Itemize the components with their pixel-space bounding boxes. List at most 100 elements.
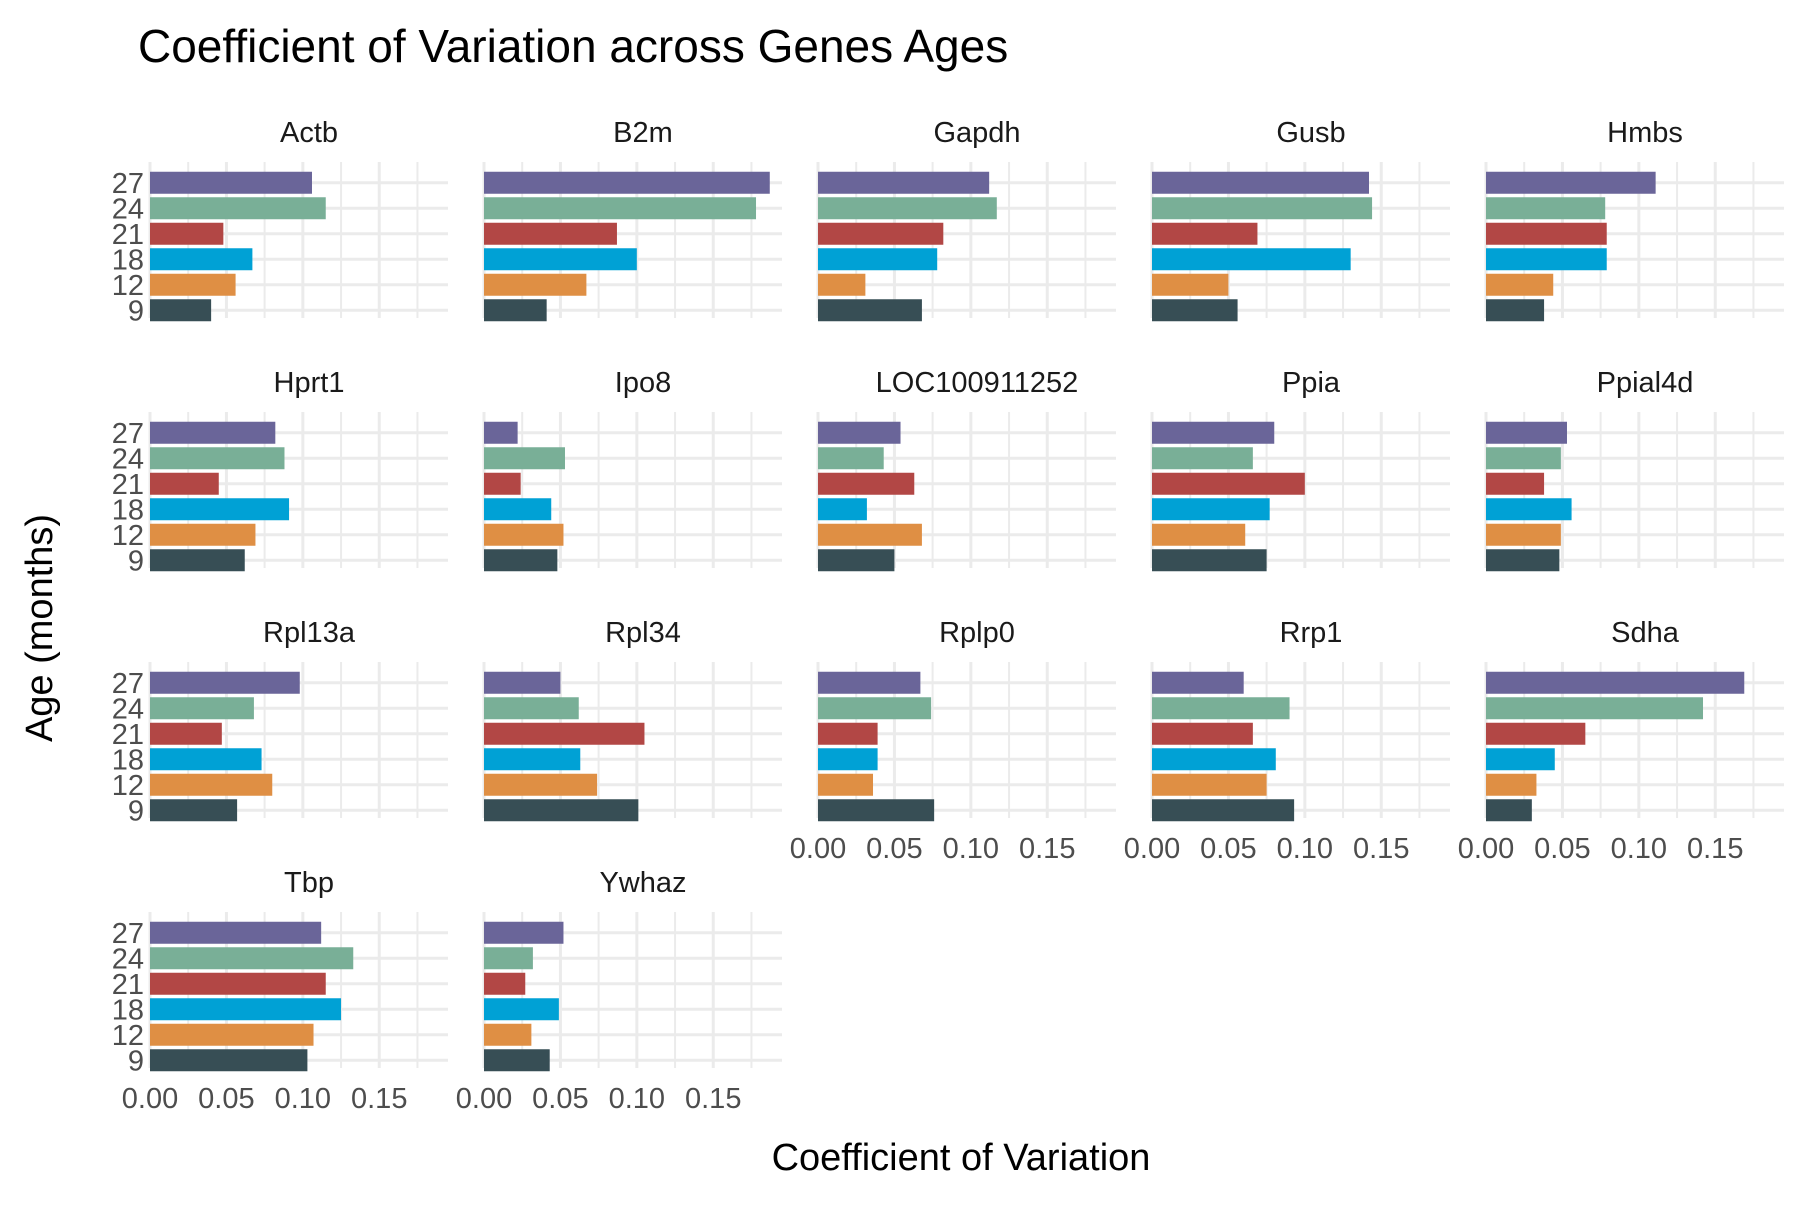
facet-panel: B2m [482,117,782,322]
y-tick-label: 24 [112,443,144,475]
x-tick-label: 0.05 [1200,833,1256,865]
bar-age-27 [150,421,276,444]
bar-age-21 [1486,722,1586,745]
y-tick-label: 24 [112,943,144,975]
bar-age-21 [484,472,521,495]
bar-age-12 [818,273,866,296]
facet-label: Ppia [1282,367,1341,399]
x-tick-label: 0.10 [275,1083,331,1115]
y-tick-label: 9 [128,795,144,827]
bar-age-27 [1152,171,1370,194]
bar-age-9 [1152,799,1295,822]
facet-panel: Rpl34 [482,617,782,822]
bar-age-18 [150,998,342,1021]
x-tick-label: 0.15 [685,1083,741,1115]
facet-label: Ywhaz [599,867,686,899]
bar-age-27 [484,171,770,194]
bar-age-24 [1152,697,1290,720]
bar-age-21 [1152,722,1253,745]
bar-age-18 [1152,748,1276,771]
x-tick-label: 0.00 [790,833,846,865]
bar-age-12 [818,523,922,546]
bar-age-18 [818,498,867,521]
x-tick-label: 0.05 [1534,833,1590,865]
bar-age-18 [150,748,262,771]
y-tick-label: 24 [112,193,144,225]
bar-age-27 [1152,421,1275,444]
bar-age-9 [484,299,547,322]
x-axis-title: Coefficient of Variation [772,1137,1151,1179]
bar-age-12 [484,1023,532,1046]
bar-age-24 [1486,697,1704,720]
y-tick-label: 18 [112,244,144,276]
bar-age-27 [150,921,322,944]
facet-panel: Rplp0 0.00 0.05 0.10 0.15 [790,617,1116,865]
bar-age-12 [1152,273,1229,296]
bar-age-27 [1486,171,1656,194]
bar-age-9 [150,1049,308,1072]
bar-age-27 [1486,671,1745,694]
y-tick-label: 18 [112,744,144,776]
bar-age-9 [1486,549,1560,572]
facet-panel: Hmbs [1484,117,1784,322]
bar-age-21 [1486,472,1545,495]
bar-age-18 [1152,498,1270,521]
bar-age-9 [484,549,558,572]
x-tick-label: 0.10 [1277,833,1333,865]
x-tick-label: 0.05 [866,833,922,865]
facet-label: Rplp0 [939,617,1015,649]
y-tick-label: 21 [112,969,144,1001]
facet-label: Gusb [1276,117,1345,149]
bar-age-24 [150,197,326,220]
y-tick-label: 9 [128,1045,144,1077]
bar-age-12 [1486,273,1554,296]
bar-age-24 [818,447,884,470]
bar-age-27 [484,671,561,694]
x-tick-label: 0.05 [198,1083,254,1115]
bar-age-21 [1152,222,1258,245]
bar-age-12 [150,773,273,796]
bar-age-9 [1152,299,1238,322]
bar-age-21 [818,722,878,745]
bar-age-24 [1486,197,1606,220]
bar-age-24 [150,697,254,720]
bar-age-21 [150,222,224,245]
facet-label: B2m [613,117,673,149]
bar-age-12 [818,773,874,796]
bar-age-21 [150,972,326,995]
facet-label: Sdha [1611,617,1680,649]
x-tick-label: 0.15 [351,1083,407,1115]
x-tick-label: 0.10 [1611,833,1667,865]
bar-age-18 [484,998,559,1021]
bar-age-9 [818,799,935,822]
facet-panel: Rrp1 0.00 0.05 0.10 0.15 [1124,617,1450,865]
bar-age-12 [150,523,256,546]
bar-age-27 [484,421,518,444]
bar-age-24 [1486,447,1561,470]
bar-age-9 [818,299,922,322]
chart-title: Coefficient of Variation across Genes Ag… [138,20,1008,72]
facet-panel: Gusb [1150,117,1450,322]
x-tick-label: 0.00 [1124,833,1180,865]
bar-age-21 [484,722,645,745]
bar-age-9 [150,549,245,572]
x-tick-label: 0.00 [456,1083,512,1115]
facet-label: Actb [280,117,338,149]
bar-age-24 [1152,197,1373,220]
facet-label: Ipo8 [615,367,671,399]
bar-age-12 [150,273,236,296]
bar-age-18 [1486,748,1555,771]
facet-panel: Sdha 0.00 0.05 0.10 0.15 [1458,617,1784,865]
bar-age-24 [484,697,579,720]
y-tick-label: 21 [112,469,144,501]
x-tick-label: 0.00 [122,1083,178,1115]
bar-age-21 [818,472,915,495]
y-tick-label: 27 [112,418,144,450]
bar-age-18 [818,248,938,271]
